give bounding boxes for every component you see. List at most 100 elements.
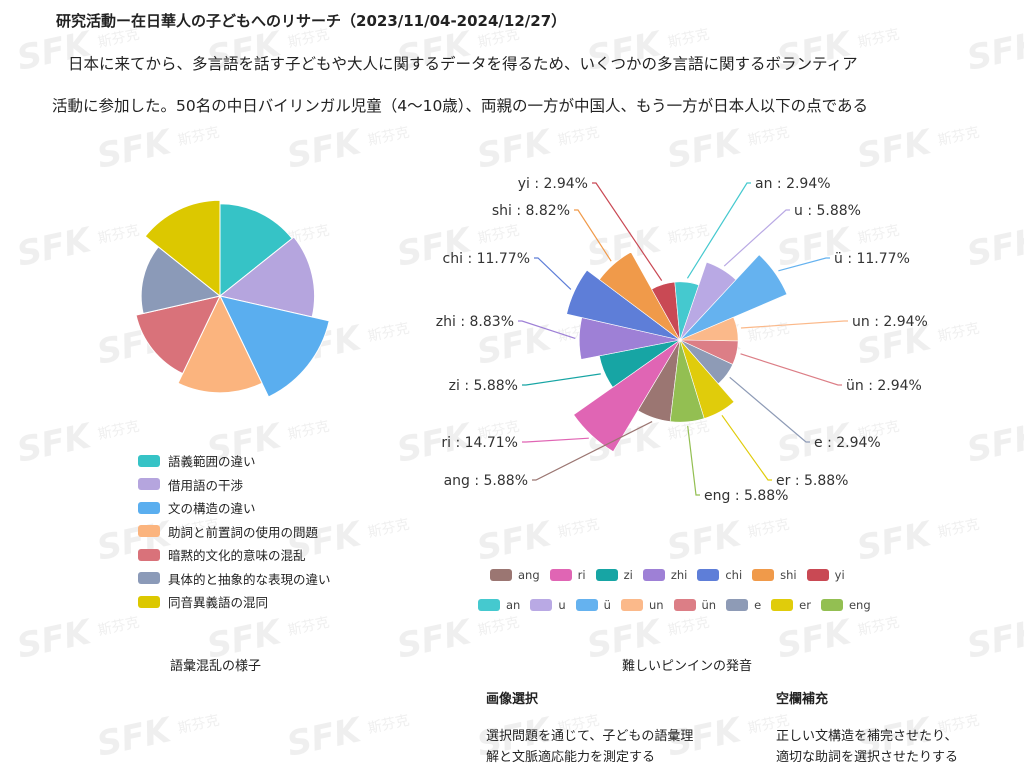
image-selection-description: 選択問題を通じて、子どもの語彙理 解と文脈適応能力を測定する [486,726,726,768]
svg-text:SFK: SFK [94,122,177,177]
vocab-legend-item[interactable]: 具体的と抽象的な表現の違い [138,567,331,591]
legend-swatch [138,501,160,514]
vocab-legend-item[interactable]: 暗黙的文化的意味の混乱 [138,543,331,567]
pinyin-legend-item[interactable]: ü [575,598,611,612]
pinyin-legend-item[interactable]: zhi [642,568,687,582]
legend-swatch [138,595,160,608]
svg-text:SFK: SFK [284,122,367,177]
pinyin-data-label: er : 5.88% [776,473,848,489]
pinyin-label-leader-line [532,421,653,481]
legend-swatch [138,478,160,491]
vocab-chart-caption: 語彙混乱の様子 [170,659,262,674]
pinyin-label-leader-line [522,373,601,386]
legend-label: ang [518,568,540,582]
pinyin-legend-item[interactable]: ang [490,568,540,582]
pinyin-data-label: e : 2.94% [814,435,881,451]
pinyin-legend-item[interactable]: yi [806,568,845,582]
svg-text:SFK: SFK [774,612,857,667]
intro-paragraph-line-1: 日本に来てから、多言語を話す子どもや大人に関するデータを得るため、いくつかの多言… [68,55,858,73]
pinyin-label-leader-line [721,414,772,481]
pinyin-rose-petal [573,339,681,452]
svg-text:SFK: SFK [854,514,937,569]
svg-text:斯芬克: 斯芬克 [366,713,410,737]
image-selection-line-1: 選択問題を通じて、子どもの語彙理 [486,729,694,744]
pinyin-legend-item[interactable]: ün [673,598,716,612]
pinyin-data-label: u : 5.88% [794,203,861,219]
legend-label: chi [725,568,743,582]
pinyin-data-label: zi : 5.88% [449,378,518,394]
svg-text:斯芬克: 斯芬克 [366,321,410,345]
legend-swatch [673,599,696,611]
vocab-legend-item[interactable]: 文の構造の違い [138,496,331,520]
fill-in-blank-line-1: 正しい文構造を補完させたり、 [776,729,958,744]
pinyin-label-leader-line [686,182,751,279]
pinyin-legend-item[interactable]: zi [595,568,633,582]
pinyin-label-leader-line [723,209,790,267]
svg-text:SFK: SFK [964,220,1024,275]
svg-text:SFK: SFK [14,220,97,275]
svg-text:SFK: SFK [94,710,177,765]
pinyin-legend-item[interactable]: e [726,598,761,612]
legend-label: 語義範囲の違い [168,454,256,470]
legend-label: shi [780,568,797,582]
svg-text:斯芬克: 斯芬克 [856,615,900,639]
svg-text:斯芬克: 斯芬克 [666,615,710,639]
pinyin-label-leader-line [740,320,848,329]
pinyin-legend-item[interactable]: er [771,598,811,612]
svg-text:斯芬克: 斯芬克 [556,517,600,541]
legend-swatch [490,569,512,581]
legend-swatch [138,454,160,467]
vocab-legend-item[interactable]: 同音異義語の混同 [138,590,331,614]
legend-swatch [620,599,643,611]
legend-swatch [697,569,720,581]
legend-swatch [806,569,829,581]
pinyin-data-label: ang : 5.88% [444,473,528,489]
pinyin-data-label: yi : 2.94% [518,176,588,192]
pinyin-legend-item[interactable]: ri [549,568,586,582]
vocab-legend-item[interactable]: 語義範囲の違い [138,449,331,473]
legend-label: ri [577,568,586,582]
pinyin-label-leader-line [518,320,576,339]
svg-text:斯芬克: 斯芬克 [176,125,220,149]
image-selection-heading: 画像選択 [486,692,539,707]
pinyin-label-leader-line [687,425,700,496]
legend-swatch [549,569,572,581]
svg-text:SFK: SFK [14,416,97,471]
legend-label: 借用語の干渉 [168,477,244,493]
pinyin-legend-item[interactable]: eng [820,598,871,612]
legend-swatch [138,525,160,538]
pinyin-difficulty-rose-chart: ang : 5.88% ri : 14.71% zi : 5.88% zhi : 8.… [436,176,928,504]
pinyin-legend-item[interactable]: shi [752,568,797,582]
pinyin-label-leader-line [522,437,589,443]
image-selection-line-2: 解と文脈適応能力を測定する [486,750,656,765]
vocab-legend-item[interactable]: 助詞と前置詞の使用の問題 [138,520,331,544]
pinyin-data-label: ri : 14.71% [441,435,518,451]
fill-in-blank-description: 正しい文構造を補完させたり、 適切な助詞を選択させたりする [776,726,1006,768]
pinyin-legend-item[interactable]: un [620,598,664,612]
pinyin-legend-item[interactable]: chi [697,568,742,582]
pinyin-legend-item[interactable]: u [530,598,566,612]
svg-text:SFK: SFK [964,612,1024,667]
fill-in-blank-line-2: 適切な助詞を選択させたりする [776,750,959,765]
svg-text:SFK: SFK [14,612,97,667]
pinyin-data-label: eng : 5.88% [704,488,788,504]
vocab-rose-petal [219,203,293,298]
legend-swatch [138,572,160,585]
vocab-rose-petal [177,294,263,394]
svg-text:SFK: SFK [474,514,557,569]
vocab-rose-petal [144,199,221,298]
vocab-rose-petal [219,295,330,398]
svg-text:SFK: SFK [964,416,1024,471]
legend-swatch [478,599,500,611]
legend-swatch [642,569,665,581]
fill-in-blank-heading: 空欄補充 [776,692,829,707]
vocab-legend-item[interactable]: 借用語の干渉 [138,473,331,497]
pinyin-legend-item[interactable]: an [478,598,520,612]
